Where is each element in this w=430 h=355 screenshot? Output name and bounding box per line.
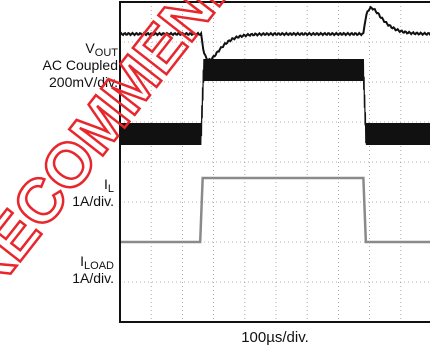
- vout-label-main: V: [85, 40, 95, 56]
- plot-frame: [119, 1, 430, 323]
- trace-il: [119, 58, 430, 146]
- vout-label-sub: OUT: [94, 47, 118, 59]
- iload-label: ILOAD 1A/div.: [72, 253, 114, 287]
- trace-vout: [119, 5, 430, 62]
- iload-label-sub: LOAD: [84, 260, 114, 272]
- trace-group: [119, 5, 430, 244]
- trace-iload: [120, 176, 430, 244]
- iload-scale: 1A/div.: [72, 270, 114, 286]
- il-label-main: I: [103, 176, 108, 192]
- il-scale: 1A/div.: [72, 193, 114, 209]
- vout-coupling: AC Coupled: [42, 57, 119, 73]
- vout-label: VOUT AC Coupled 200mV/div.: [43, 40, 119, 91]
- iload-label-main: I: [80, 253, 85, 269]
- vout-scale: 200mV/div.: [49, 74, 118, 90]
- il-label-sub: L: [107, 183, 114, 195]
- grid: [120, 2, 430, 322]
- il-label: IL 1A/div.: [72, 176, 114, 210]
- x-scale-label: 100µs/div.: [241, 329, 309, 346]
